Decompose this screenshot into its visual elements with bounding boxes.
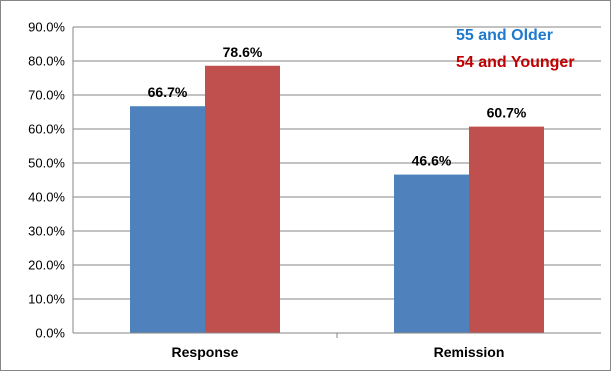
legend: 55 and Older 54 and Younger [456,27,575,71]
bar-54-and-younger [469,126,544,334]
legend-entry-55-and-older: 55 and Older [456,27,553,44]
y-tick-label: 40.0% [28,190,65,205]
legend-entry-54-and-younger: 54 and Younger [456,54,575,71]
data-label: 46.6% [412,153,452,169]
y-tick-label: 20.0% [28,258,65,273]
y-tick-label: 0.0% [35,326,65,341]
data-label: 66.7% [148,84,188,100]
y-tick-label: 50.0% [28,156,65,171]
labels: 66.7% 78.6% 46.6% 60.7% [148,44,527,169]
bar-54-and-younger [205,65,280,333]
y-tick-label: 10.0% [28,292,65,307]
y-tick-label: 60.0% [28,122,65,137]
y-tick-label: 30.0% [28,224,65,239]
data-label: 60.7% [487,105,527,121]
data-label: 78.6% [223,44,263,60]
y-tick-label: 70.0% [28,88,65,103]
axes: 0.0% 10.0% 20.0% 30.0% 40.0% 50.0% 60.0% 70.0% 8… [28,20,601,360]
x-category-label: Remission [434,344,505,360]
y-tick-label: 90.0% [28,20,65,35]
bar-55-and-older [130,106,205,333]
bars [130,65,544,334]
y-tick-label: 80.0% [28,54,65,69]
bar-55-and-older [394,174,469,333]
x-category-label: Response [172,344,239,360]
